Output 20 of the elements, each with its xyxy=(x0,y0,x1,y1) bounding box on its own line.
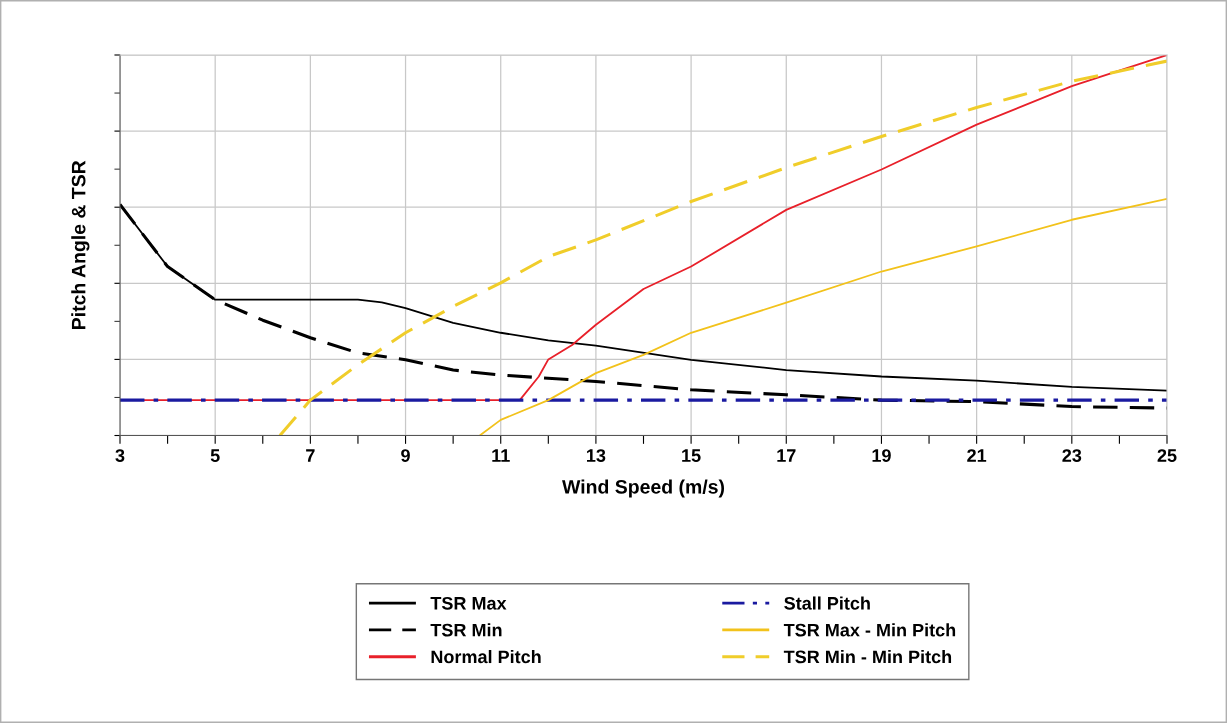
y-axis-title: Pitch Angle & TSR xyxy=(71,160,90,329)
legend-label: TSR Min - Min Pitch xyxy=(783,649,952,664)
legend-label: Normal Pitch xyxy=(431,649,541,664)
x-tick-label: 11 xyxy=(492,449,510,462)
x-axis-title: Wind Speed (m/s) xyxy=(562,479,725,498)
x-tick-label: 21 xyxy=(967,449,987,462)
legend-label: TSR Max - Min Pitch xyxy=(783,623,956,637)
x-tick-label: 7 xyxy=(306,449,315,462)
legend-label: Stall Pitch xyxy=(784,596,870,610)
x-tick-label: 3 xyxy=(115,449,125,462)
legend-label: TSR Max xyxy=(430,596,507,610)
legend-label: TSR Min xyxy=(430,623,502,637)
x-tick-label: 13 xyxy=(587,449,606,462)
x-tick-label: 17 xyxy=(777,449,796,462)
x-tick-label: 23 xyxy=(1062,449,1082,462)
x-tick-label: 5 xyxy=(210,449,220,462)
x-tick-label: 25 xyxy=(1157,449,1177,462)
x-tick-label: 15 xyxy=(682,449,701,462)
x-tick-label: 19 xyxy=(872,449,891,462)
x-tick-label: 9 xyxy=(401,449,410,462)
